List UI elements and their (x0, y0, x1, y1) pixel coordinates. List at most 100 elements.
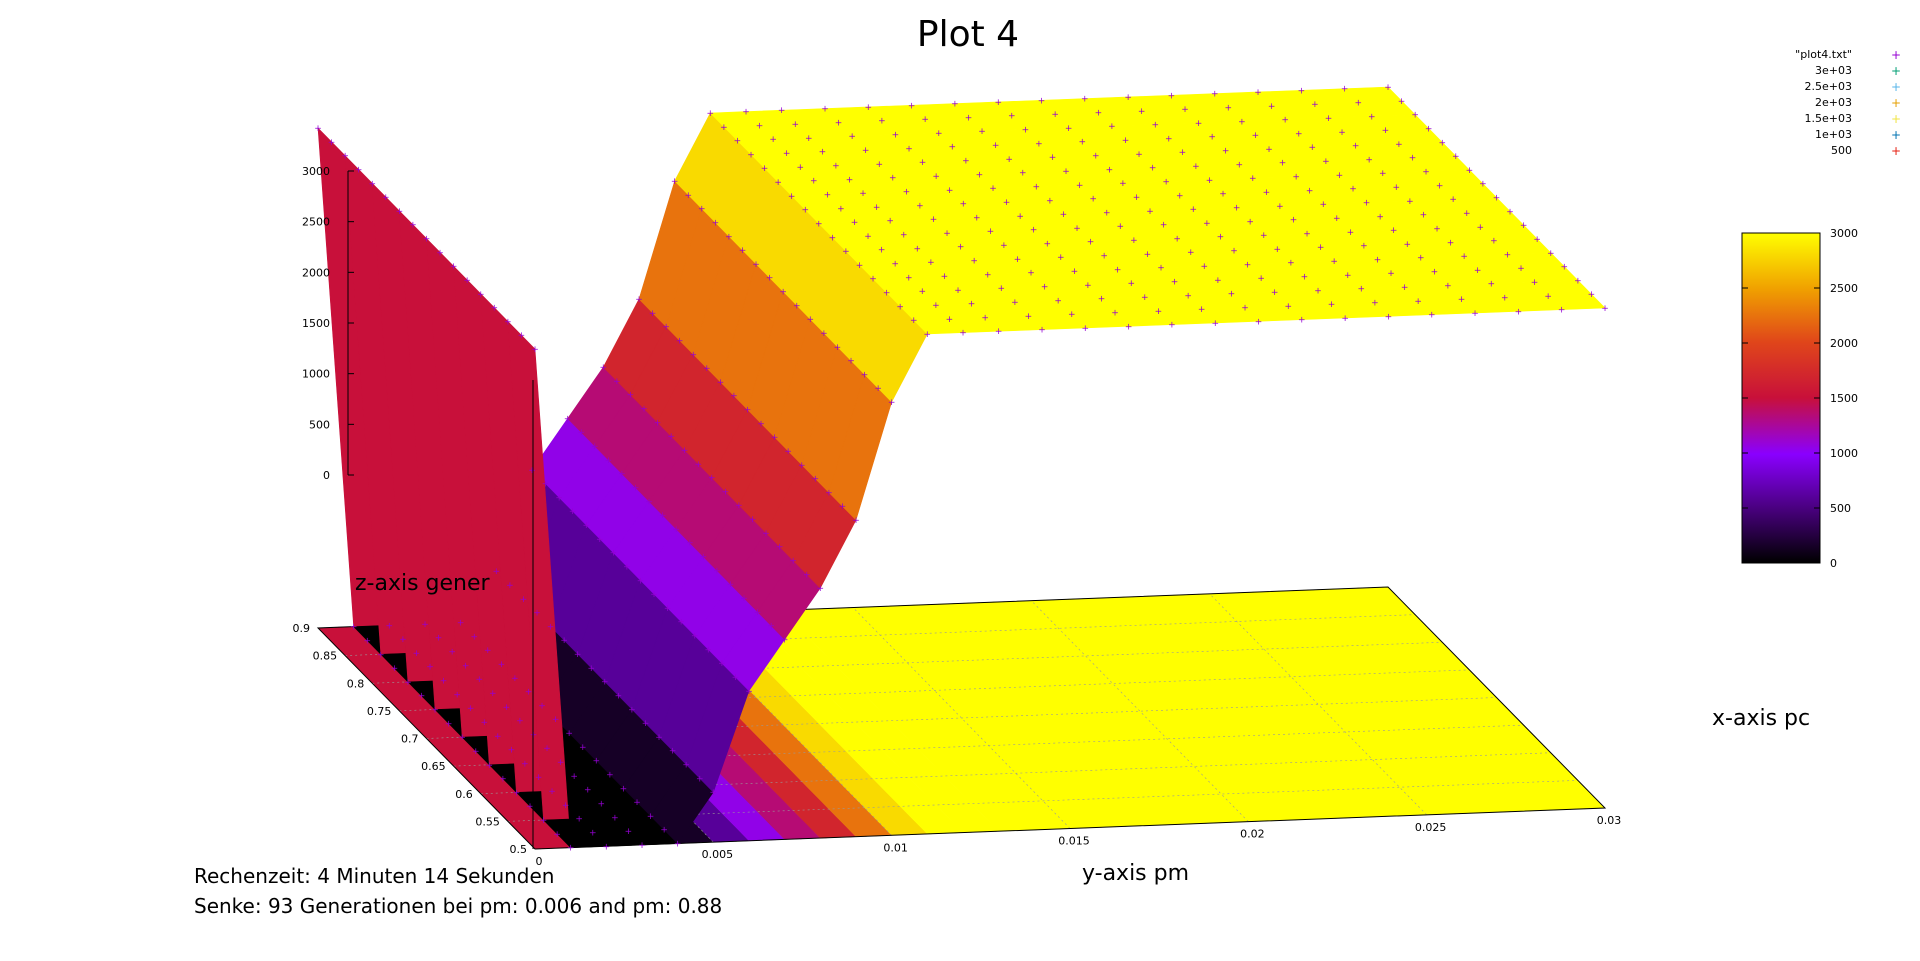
marker: + (618, 470, 626, 480)
marker: + (1449, 195, 1457, 205)
marker: + (1208, 133, 1216, 143)
marker: + (603, 842, 611, 852)
marker: + (1119, 179, 1127, 189)
marker: + (978, 127, 986, 137)
marker: + (1463, 209, 1471, 219)
marker: + (328, 138, 336, 148)
marker: + (910, 316, 918, 326)
marker: + (548, 787, 556, 797)
marker: + (1173, 234, 1181, 244)
marker: + (957, 243, 965, 253)
marker: + (421, 620, 429, 630)
marker: + (1011, 298, 1019, 308)
y-tick-label: 0.005 (702, 848, 734, 861)
marker: + (589, 828, 597, 838)
marker: + (705, 645, 713, 655)
marker: + (1235, 160, 1243, 170)
marker: + (1341, 314, 1349, 324)
marker: + (1087, 238, 1095, 248)
marker: + (1420, 211, 1428, 221)
marker: + (676, 336, 684, 346)
marker: + (803, 570, 811, 580)
marker: + (846, 175, 854, 185)
colorbar-tick-label: 1500 (1830, 392, 1858, 405)
marker: + (762, 529, 770, 539)
marker: + (1168, 91, 1176, 101)
marker: + (1106, 165, 1114, 175)
marker: + (533, 609, 541, 619)
marker: + (450, 262, 458, 272)
marker: + (475, 675, 483, 685)
marker: + (436, 248, 444, 258)
marker: + (499, 775, 507, 785)
marker: + (1051, 110, 1059, 120)
marker: + (1003, 198, 1011, 208)
marker: + (891, 260, 899, 270)
marker: + (540, 816, 548, 826)
marker: + (1333, 214, 1341, 224)
marker: + (1244, 260, 1252, 270)
marker: + (477, 290, 485, 300)
marker: + (435, 634, 443, 644)
marker: + (754, 608, 762, 618)
colorbar-tick-label: 500 (1830, 502, 1851, 515)
grid-line (1031, 600, 1249, 822)
marker: + (513, 788, 521, 798)
marker: + (805, 134, 813, 144)
colorbar-gradient (1741, 232, 1821, 564)
marker: + (886, 217, 894, 227)
marker: + (409, 221, 417, 231)
marker: + (1558, 306, 1566, 316)
marker: + (1133, 193, 1141, 203)
marker: + (660, 826, 668, 836)
marker: + (776, 543, 784, 553)
z-tick-label: 2500 (302, 216, 330, 229)
marker: + (1057, 253, 1065, 263)
marker: + (1384, 83, 1392, 93)
marker: + (700, 553, 708, 563)
marker: + (463, 276, 471, 286)
marker: + (722, 487, 730, 497)
marker: + (341, 152, 349, 162)
marker: + (1008, 112, 1016, 122)
marker: + (888, 398, 896, 408)
marker: + (1301, 273, 1309, 283)
marker: + (1298, 86, 1306, 96)
marker: + (1504, 250, 1512, 260)
marker: + (1401, 283, 1409, 293)
marker: + (1406, 197, 1414, 207)
marker: + (1046, 196, 1054, 206)
marker: + (1043, 239, 1051, 249)
marker: + (1276, 202, 1284, 212)
marker: + (448, 648, 456, 658)
grid-line (345, 614, 1416, 656)
marker: + (1303, 229, 1311, 239)
marker: + (1487, 280, 1495, 290)
y-axis-label: y-axis pm (1082, 861, 1189, 886)
marker: + (480, 718, 488, 728)
marker: + (689, 350, 697, 360)
marker: + (582, 521, 590, 531)
marker: + (932, 172, 940, 182)
marker: + (667, 432, 675, 442)
marker: + (819, 148, 827, 158)
marker: + (998, 284, 1006, 294)
marker: + (635, 295, 643, 305)
marker: + (521, 759, 529, 769)
marker: + (1141, 293, 1149, 303)
marker: + (1195, 119, 1203, 129)
marker: + (458, 733, 466, 743)
marker: + (579, 743, 587, 753)
marker: + (1054, 296, 1062, 306)
marker: + (873, 203, 881, 213)
marker: + (796, 163, 804, 173)
marker: + (984, 270, 992, 280)
marker: + (1124, 93, 1132, 103)
marker: + (1211, 319, 1219, 329)
marker: + (732, 673, 740, 683)
marker: + (976, 170, 984, 180)
marker: + (1190, 205, 1198, 215)
x-tick-label: 0.75 (367, 705, 392, 718)
marker: + (842, 247, 850, 257)
